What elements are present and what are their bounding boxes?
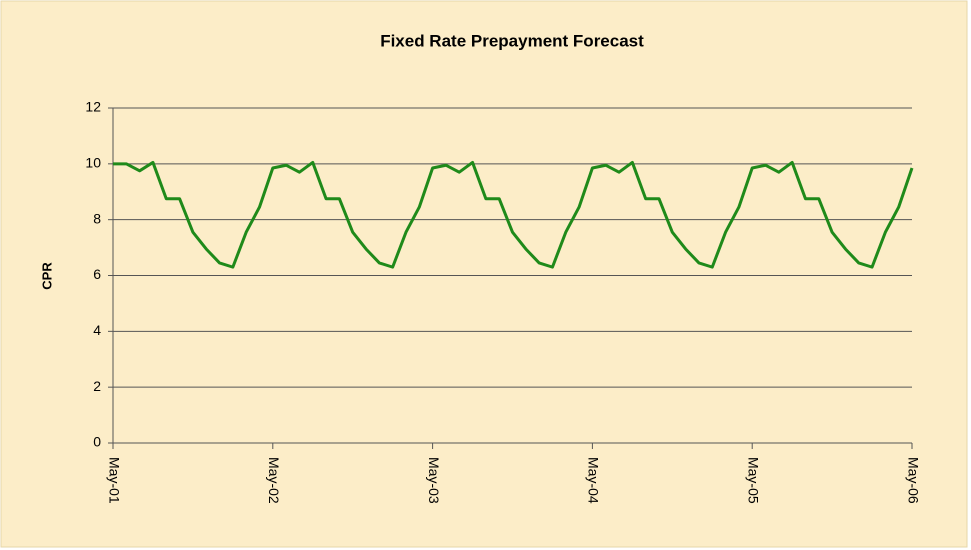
x-tick-label: May-06 xyxy=(905,457,921,504)
y-tick-label: 10 xyxy=(85,155,101,171)
y-tick-label: 2 xyxy=(93,378,101,394)
x-tick-label: May-04 xyxy=(586,457,602,504)
y-tick-label: 6 xyxy=(93,266,101,282)
x-tick-label: May-03 xyxy=(426,457,442,504)
x-tick-label: May-01 xyxy=(106,457,122,504)
x-tick-label: May-05 xyxy=(745,457,761,504)
y-tick-label: 8 xyxy=(93,210,101,226)
line-series xyxy=(113,160,914,269)
y-axis-label: CPR xyxy=(39,262,54,290)
y-tick-label: 12 xyxy=(85,99,101,115)
y-tick-label: 4 xyxy=(93,322,101,338)
x-tick-label: May-02 xyxy=(266,457,282,504)
y-tick-label: 0 xyxy=(93,434,101,450)
chart-title: Fixed Rate Prepayment Forecast xyxy=(380,31,644,50)
